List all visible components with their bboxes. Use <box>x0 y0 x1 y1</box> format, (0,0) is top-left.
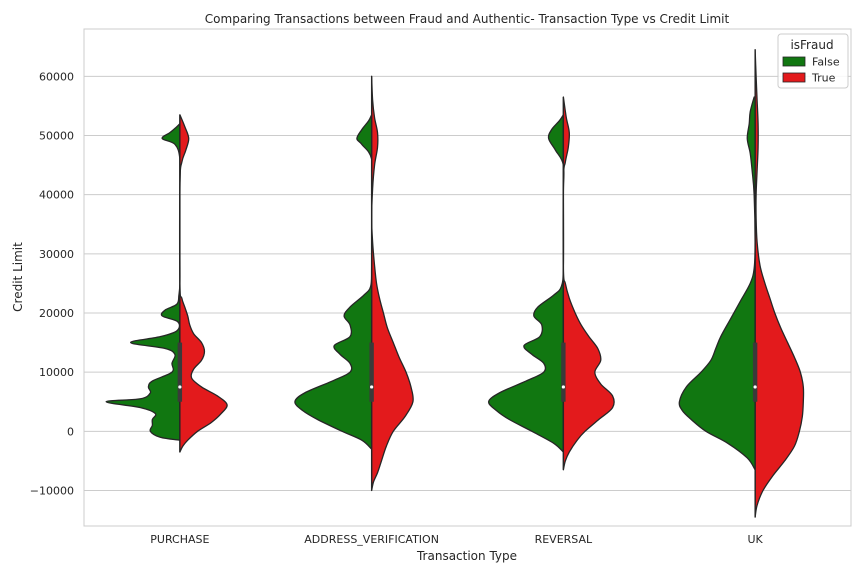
legend-label-true: True <box>811 72 836 85</box>
violin-true-uk <box>754 49 805 518</box>
median-marker <box>753 385 757 389</box>
y-tick-label: 60000 <box>39 70 74 83</box>
x-tick-label: ADDRESS_VERIFICATION <box>304 533 439 546</box>
violin-true-purchase <box>178 114 228 453</box>
legend-swatch-false <box>782 56 806 67</box>
legend-label-false: False <box>812 56 840 69</box>
violin-false-uk <box>678 96 756 471</box>
median-marker <box>370 385 374 389</box>
legend-entries: False True <box>782 56 840 85</box>
x-tick-label: UK <box>747 533 763 546</box>
legend-swatch-true <box>782 72 806 83</box>
violin-false-reversal <box>487 114 565 453</box>
legend: isFraud False True <box>777 33 849 89</box>
violin-false-address-verification <box>294 114 373 450</box>
gridlines <box>84 75 851 491</box>
y-tick-label: 30000 <box>39 248 74 261</box>
violin-true-address-verification <box>370 75 414 492</box>
y-tick-label: 0 <box>67 425 74 438</box>
median-marker <box>178 385 182 389</box>
x-axis-label: Transaction Type <box>416 549 517 563</box>
chart-title: Comparing Transactions between Fraud and… <box>205 12 730 26</box>
y-tick-label: −10000 <box>30 485 74 498</box>
legend-title: isFraud <box>790 38 833 52</box>
median-marker <box>561 385 565 389</box>
y-tick-label: 50000 <box>39 130 74 143</box>
quartile-box <box>369 342 374 402</box>
plot-frame <box>83 28 852 527</box>
violin-layer <box>105 49 805 518</box>
y-axis-label: Credit Limit <box>11 242 25 312</box>
quartile-box <box>752 342 758 402</box>
x-tick-label: PURCHASE <box>150 533 209 546</box>
y-axis-ticks: −10000 0 10000 20000 30000 40000 50000 60000 <box>30 70 74 497</box>
y-tick-label: 40000 <box>39 189 74 202</box>
x-axis-ticks: PURCHASE ADDRESS_VERIFICATION REVERSAL UK <box>150 533 763 546</box>
quartile-box <box>177 342 183 402</box>
violin-true-reversal <box>562 96 615 471</box>
y-tick-label: 20000 <box>39 307 74 320</box>
x-tick-label: REVERSAL <box>535 533 593 546</box>
y-tick-label: 10000 <box>39 366 74 379</box>
quartile-box <box>561 342 566 402</box>
